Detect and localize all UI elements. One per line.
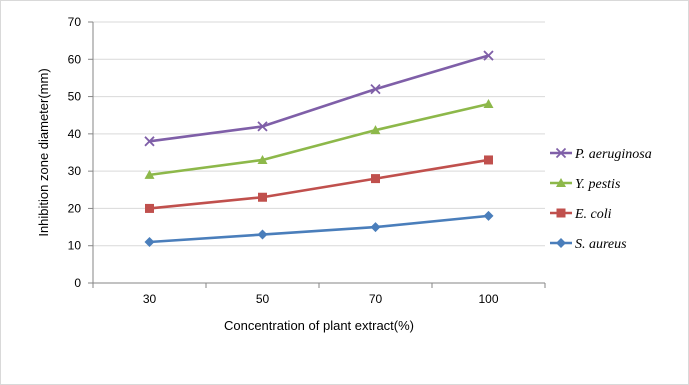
data-point <box>257 121 268 132</box>
series-2 <box>145 155 493 213</box>
y-tick-label: 0 <box>74 276 81 290</box>
x-tick-label: 30 <box>143 292 157 306</box>
legend-marker <box>555 147 567 159</box>
y-tick-label: 60 <box>68 52 82 66</box>
y-tick-label: 50 <box>68 90 82 104</box>
series-layer <box>144 50 494 247</box>
legend: P. aeruginosa Y. pestis E. coli S. aureus <box>550 147 652 252</box>
data-point <box>145 203 154 213</box>
y-tick-label: 10 <box>68 239 82 253</box>
legend-item: P. aeruginosa <box>550 147 652 162</box>
legend-label: S. aureus <box>575 237 627 252</box>
x-tick-label: 70 <box>369 292 383 306</box>
data-point <box>370 125 381 135</box>
axes <box>92 22 545 284</box>
legend-marker <box>556 208 566 218</box>
legend-item: S. aureus <box>550 237 627 252</box>
y-axis-title: Inhibition zone diameter(mm) <box>36 68 51 236</box>
data-point <box>370 222 381 233</box>
grid-lines <box>93 21 545 247</box>
legend-marker <box>556 238 566 248</box>
legend-label: P. aeruginosa <box>574 147 652 162</box>
y-tick-label: 40 <box>68 127 82 141</box>
x-tick-label: 100 <box>478 292 498 306</box>
legend-label: Y. pestis <box>575 177 621 192</box>
data-point <box>483 50 494 61</box>
legend-marker <box>556 178 566 187</box>
data-point <box>484 155 493 165</box>
series-0 <box>144 50 494 147</box>
data-point <box>144 169 155 179</box>
y-tick-labels: 0 10 20 30 40 50 60 70 <box>68 15 93 290</box>
x-axis-title: Concentration of plant extract(%) <box>224 318 414 333</box>
series-line <box>149 54 489 143</box>
series-line <box>149 158 489 210</box>
data-point <box>483 210 494 221</box>
series-1 <box>144 99 494 179</box>
data-point <box>144 236 155 247</box>
legend-item: E. coli <box>550 207 612 222</box>
y-tick-label: 30 <box>68 164 82 178</box>
series-line <box>149 102 489 177</box>
data-point <box>370 83 381 95</box>
data-point <box>257 229 268 240</box>
x-tick-label: 50 <box>256 292 270 306</box>
data-point <box>144 136 155 147</box>
legend-item: Y. pestis <box>550 177 621 192</box>
data-point <box>258 192 267 202</box>
data-point <box>257 154 268 164</box>
series-line <box>149 214 489 244</box>
legend-label: E. coli <box>574 207 612 222</box>
y-tick-label: 70 <box>68 15 82 29</box>
series-3 <box>144 210 494 247</box>
y-tick-label: 20 <box>68 201 82 215</box>
data-point <box>371 174 380 184</box>
data-point <box>483 99 494 109</box>
x-tick-labels: 30 50 70 100 <box>92 283 546 306</box>
